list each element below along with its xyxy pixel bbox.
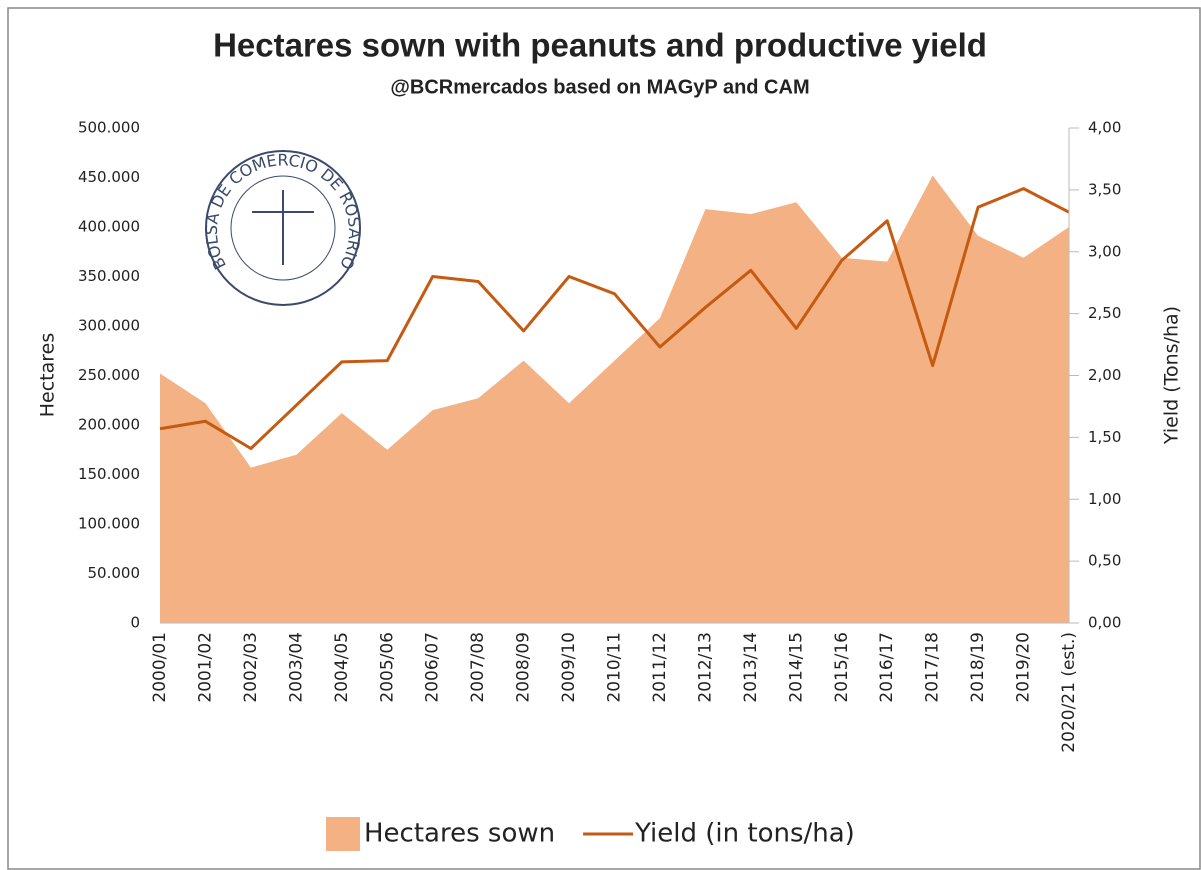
x-tick-label: 2003/04 <box>286 632 306 703</box>
y-tick-label: 300.000 <box>78 317 140 335</box>
x-tick-label: 2015/16 <box>832 632 852 703</box>
x-tick-label: 2020/21 (est.) <box>1059 632 1079 753</box>
chart-title: Hectares sown with peanuts and productiv… <box>213 27 987 64</box>
y2-tick-label: 1,00 <box>1088 490 1121 508</box>
y2-tick-label: 0,50 <box>1088 552 1121 570</box>
x-tick-label: 2018/19 <box>968 632 988 703</box>
x-tick-label: 2017/18 <box>923 632 943 703</box>
x-tick-label: 2008/09 <box>514 632 534 703</box>
legend: Hectares sown Yield (in tons/ha) <box>326 817 855 851</box>
y2-tick-label: 0,00 <box>1088 614 1121 632</box>
x-tick-label: 2006/07 <box>423 632 443 703</box>
y2-tick-label: 2,50 <box>1088 304 1121 322</box>
y2-tick-label: 3,00 <box>1088 242 1121 260</box>
y-tick-label: 100.000 <box>78 515 140 533</box>
area <box>160 175 1069 623</box>
x-tick-label: 2016/17 <box>877 632 897 703</box>
y2-axis-label: Yield (Tons/ha) <box>1161 306 1183 445</box>
x-tick-label: 2014/15 <box>786 632 806 703</box>
x-tick-label: 2004/05 <box>332 632 352 703</box>
y2-tick-label: 4,00 <box>1088 119 1121 137</box>
y2-tick-label: 1,50 <box>1088 428 1121 446</box>
y-tick-label: 450.000 <box>78 168 140 186</box>
line <box>159 187 1070 451</box>
x-tick-label: 2011/12 <box>650 632 670 703</box>
x-tick-label: 2000/01 <box>150 632 170 703</box>
y-tick-label: 150.000 <box>78 465 140 483</box>
x-tick-label: 2013/14 <box>741 632 761 703</box>
y2-tick-label: 3,50 <box>1088 180 1121 198</box>
x-tick-label: 2019/20 <box>1014 632 1034 703</box>
chart-subtitle: @BCRmercados based on MAGyP and CAM <box>390 76 809 98</box>
x-tick-label: 2009/10 <box>559 632 579 703</box>
legend-swatch <box>326 817 360 851</box>
y-tick-label: 500.000 <box>78 119 140 137</box>
x-tick-label: 2002/03 <box>241 632 261 703</box>
y-tick-label: 50.000 <box>88 564 141 582</box>
y-axis-label: Hectares <box>37 333 59 418</box>
logo: BOLSA DE COMERCIO DE ROSARIO <box>202 150 364 306</box>
legend-label: Yield (in tons/ha) <box>634 819 855 849</box>
y-tick-label: 200.000 <box>78 416 140 434</box>
y-tick-label: 250.000 <box>78 366 140 384</box>
y-tick-label: 0 <box>130 614 140 632</box>
x-tick-label: 2007/08 <box>468 632 488 703</box>
plot-area: 0 50.000 100.000 150.000 200.000 250.000 300.0… <box>78 119 1121 753</box>
legend-label: Hectares sown <box>364 819 555 849</box>
x-tick-label: 2005/06 <box>377 632 397 703</box>
y-tick-label: 350.000 <box>78 267 140 285</box>
x-tick-label: 2001/02 <box>195 632 215 703</box>
x-tick-label: 2010/11 <box>605 632 625 703</box>
y2-tick-label: 2,00 <box>1088 366 1121 384</box>
logo-inner <box>230 175 336 281</box>
x-tick-label: 2012/13 <box>695 632 715 703</box>
y-tick-label: 400.000 <box>78 218 140 236</box>
